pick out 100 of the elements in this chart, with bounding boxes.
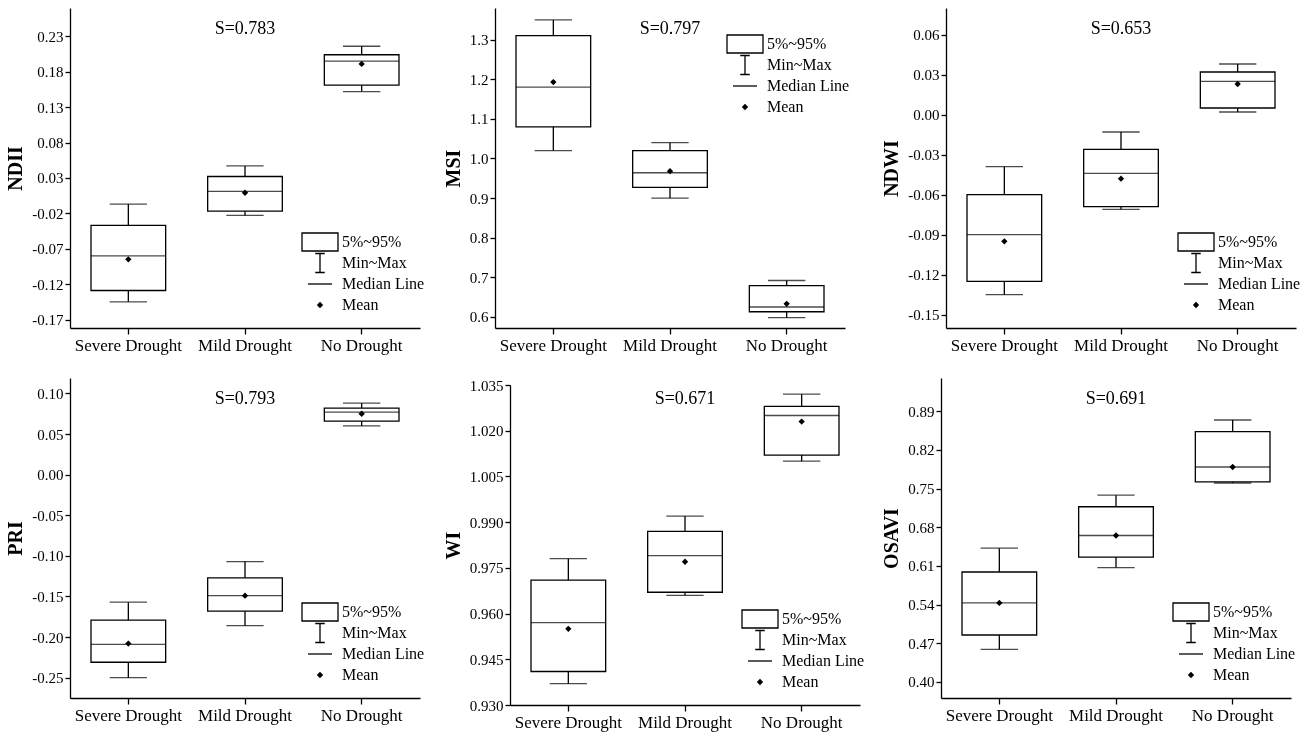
- y-axis-title: NDII: [4, 146, 27, 191]
- y-tick-label: 0.00: [913, 107, 940, 124]
- y-tick-label: 0.08: [37, 135, 64, 152]
- x-tick-label: No Drought: [745, 335, 828, 355]
- y-tick-label: 0.82: [908, 442, 935, 459]
- annotation: Median Line: [782, 652, 865, 669]
- text: S=0.691: [1085, 388, 1147, 408]
- y-tick-label: 0.960: [469, 606, 504, 623]
- x-tick-label: Mild Drought: [638, 712, 733, 732]
- annotation: 5%~95%: [342, 233, 402, 250]
- y-tick-label: 0.9: [469, 190, 489, 207]
- y-axis-title: OSAVI: [880, 507, 903, 569]
- y-tick-label: 1.3: [469, 32, 489, 49]
- y-tick-label: -0.15: [908, 307, 940, 324]
- y-tick-label: 0.54: [908, 597, 935, 614]
- y-tick-label: 0.930: [469, 697, 504, 714]
- annotation: Median Line: [342, 275, 425, 292]
- annotation: Min~Max: [342, 624, 407, 641]
- annotation: Mean: [782, 673, 819, 690]
- y-axis-title: MSI: [441, 149, 464, 188]
- x-tick-label: Mild Drought: [1074, 335, 1169, 355]
- annotation: 5%~95%: [1218, 233, 1278, 250]
- y-tick-label: 1.035: [469, 377, 504, 394]
- annotation: Mean: [1218, 296, 1255, 313]
- y-tick-label: -0.15: [32, 588, 64, 605]
- annotation: 5%~95%: [1213, 603, 1273, 620]
- annotation: Median Line: [767, 77, 850, 94]
- x-tick-label: No Drought: [320, 705, 403, 725]
- y-tick-label: -0.07: [32, 241, 64, 258]
- text: S=0.783: [214, 18, 276, 38]
- y-tick-label: 0.75: [908, 481, 935, 498]
- x-tick-label: No Drought: [760, 712, 843, 732]
- x-tick-label: No Drought: [320, 335, 403, 355]
- chart-title: S=0.671: [654, 388, 716, 408]
- y-tick-label: 0.13: [37, 99, 64, 116]
- y-tick-label: 1.020: [469, 423, 504, 440]
- x-tick-label: Mild Drought: [623, 335, 718, 355]
- annotation: Mean: [767, 98, 804, 115]
- y-tick-label: -0.17: [32, 312, 64, 328]
- text: S=0.653: [1090, 18, 1152, 38]
- annotation: Mean: [342, 666, 379, 683]
- annotation: Min~Max: [1213, 624, 1278, 641]
- x-tick-label: Severe Drought: [74, 335, 183, 355]
- y-tick-label: 0.47: [908, 635, 935, 652]
- annotation: Median Line: [1213, 645, 1296, 662]
- y-tick-label: 0.61: [908, 558, 935, 575]
- annotation: 5%~95%: [342, 603, 402, 620]
- x-tick-label: Severe Drought: [514, 712, 623, 732]
- annotation: Mean: [1213, 666, 1250, 683]
- y-tick-label: 1.0: [469, 151, 489, 167]
- text: S=0.793: [214, 388, 276, 408]
- annotation: 5%~95%: [767, 35, 827, 52]
- x-tick-label: Severe Drought: [945, 705, 1054, 725]
- annotation: Min~Max: [767, 56, 832, 73]
- y-tick-label: 0.6: [469, 309, 489, 326]
- y-axis-title: PRI: [4, 521, 27, 556]
- y-tick-label: -0.06: [908, 187, 940, 204]
- y-tick-label: 0.23: [37, 28, 64, 45]
- y-tick-label: 0.68: [908, 519, 935, 536]
- annotation: Median Line: [1218, 275, 1301, 292]
- y-tick-label: 0.06: [913, 27, 940, 44]
- y-tick-label: -0.20: [32, 629, 64, 646]
- y-tick-label: 0.00: [37, 467, 64, 484]
- x-tick-label: Severe Drought: [950, 335, 1059, 355]
- y-tick-label: 0.03: [37, 170, 64, 187]
- y-tick-label: 0.05: [37, 426, 64, 443]
- y-tick-label: -0.10: [32, 548, 64, 565]
- y-tick-label: -0.12: [32, 276, 64, 293]
- x-tick-label: Severe Drought: [74, 705, 183, 725]
- x-tick-label: Mild Drought: [1069, 705, 1164, 725]
- y-tick-label: 0.40: [908, 674, 935, 691]
- x-tick-label: No Drought: [1191, 705, 1274, 725]
- x-tick-label: Mild Drought: [198, 335, 293, 355]
- x-tick-label: No Drought: [1196, 335, 1279, 355]
- y-tick-label: 0.89: [908, 403, 935, 420]
- y-tick-label: 0.990: [469, 514, 504, 531]
- annotation: Min~Max: [342, 254, 407, 271]
- annotation: Min~Max: [1218, 254, 1283, 271]
- y-tick-label: 0.975: [469, 560, 504, 577]
- annotation: Median Line: [342, 645, 425, 662]
- y-tick-label: 0.03: [913, 67, 940, 84]
- y-tick-label: 1.2: [469, 71, 489, 88]
- text: S=0.797: [639, 18, 701, 38]
- y-tick-label: -0.02: [32, 205, 64, 222]
- y-tick-label: 0.8: [469, 230, 489, 247]
- y-tick-label: 0.18: [37, 64, 64, 81]
- y-tick-label: -0.25: [32, 670, 64, 687]
- y-tick-label: 0.10: [37, 385, 64, 402]
- y-axis-title: WI: [441, 531, 464, 560]
- y-tick-label: -0.09: [908, 227, 940, 244]
- x-tick-label: Severe Drought: [499, 335, 608, 355]
- annotation: 5%~95%: [782, 610, 842, 627]
- y-tick-label: -0.03: [908, 147, 940, 164]
- y-tick-label: -0.05: [32, 507, 64, 524]
- y-axis-title: NDWI: [880, 139, 903, 197]
- y-tick-label: 1.005: [469, 468, 504, 485]
- y-tick-label: -0.12: [908, 267, 940, 284]
- y-tick-label: 0.7: [469, 269, 489, 286]
- x-tick-label: Mild Drought: [198, 705, 293, 725]
- y-tick-label: 1.1: [469, 111, 489, 128]
